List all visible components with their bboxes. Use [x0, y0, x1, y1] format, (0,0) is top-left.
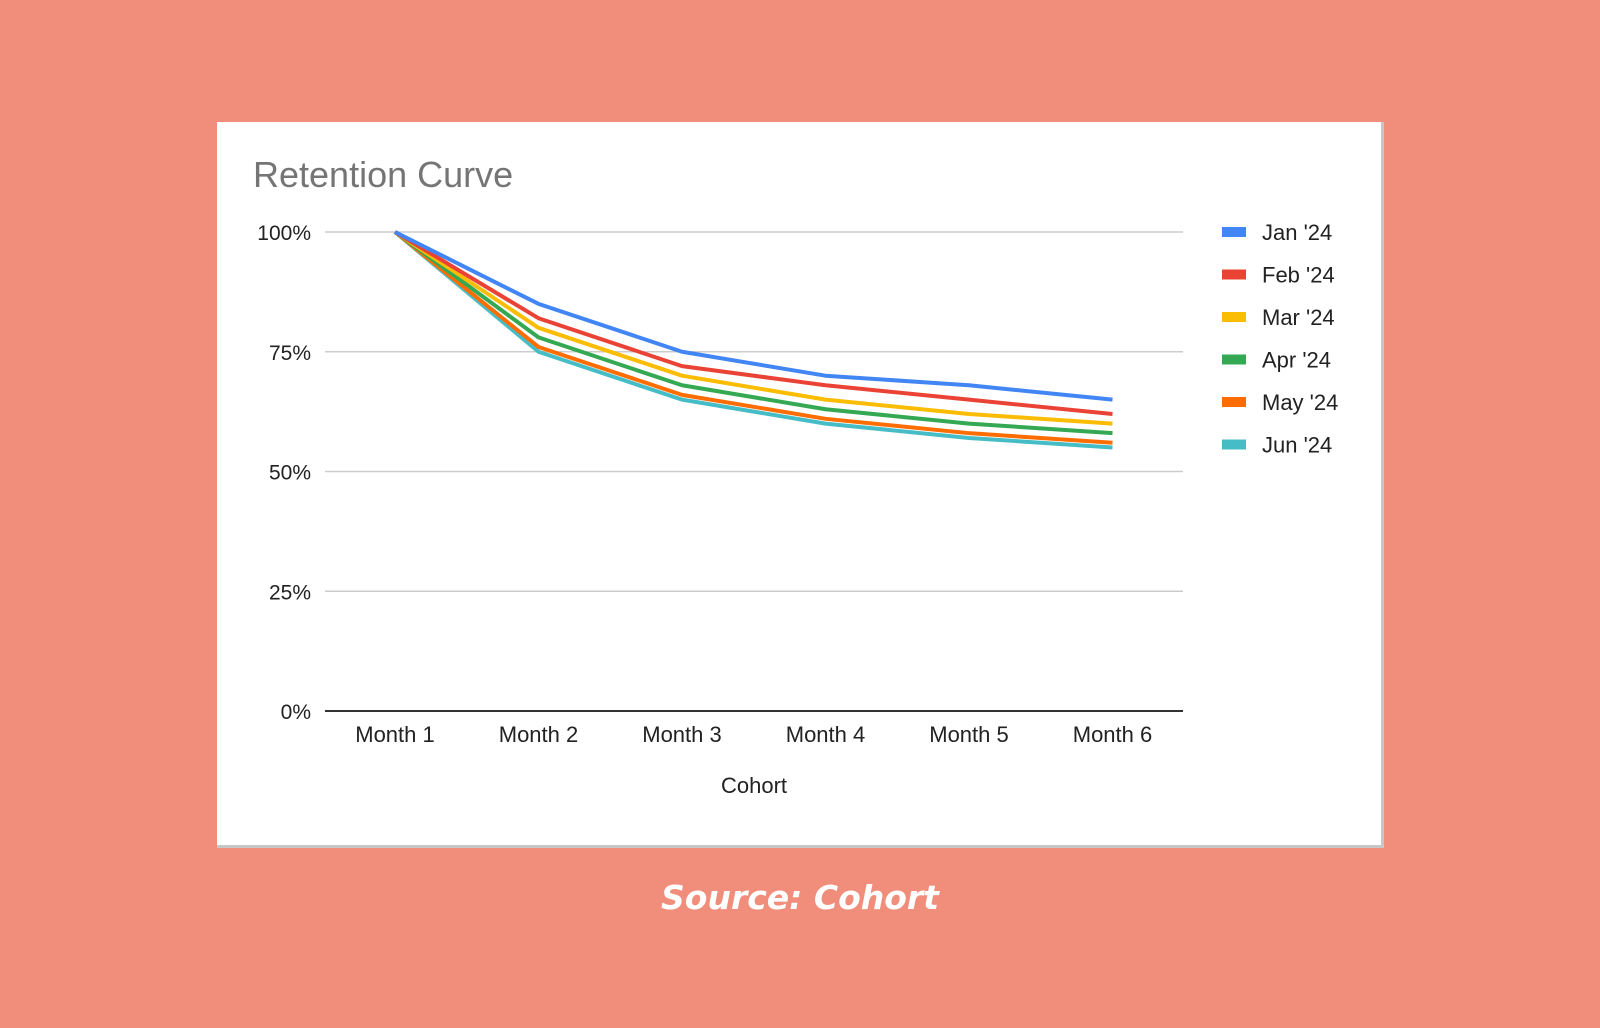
x-axis-label: Cohort [721, 773, 787, 798]
legend-swatch [1222, 227, 1246, 237]
legend-label: Jan '24 [1262, 220, 1332, 245]
x-tick-label: Month 2 [499, 722, 579, 747]
y-tick-label: 0% [281, 701, 311, 724]
x-tick-label: Month 3 [642, 722, 722, 747]
legend-swatch [1222, 439, 1246, 450]
chart-title: Retention Curve [253, 154, 513, 195]
legend-swatch [1222, 312, 1246, 322]
legend-label: Feb '24 [1262, 263, 1335, 288]
legend-swatch [1222, 269, 1246, 280]
legend-label: May '24 [1262, 390, 1338, 415]
series-line [393, 230, 1113, 450]
x-tick-label: Month 4 [786, 722, 866, 747]
series-line [393, 230, 1113, 417]
series-line [393, 230, 1113, 436]
series-line [394, 230, 1113, 402]
y-axis-ticks: 0% 25% 50% 75% 100% [257, 222, 311, 724]
legend: Jan '24 Feb '24 Mar '24 Apr '24 May '24 Jun '… [1222, 220, 1338, 458]
series-line [393, 230, 1113, 445]
legend-label: Mar '24 [1262, 305, 1335, 330]
series-lines [393, 230, 1113, 450]
y-tick-label: 75% [269, 342, 311, 365]
gridlines [325, 231, 1183, 712]
y-tick-label: 25% [269, 581, 311, 604]
x-tick-label: Month 5 [929, 722, 1009, 747]
legend-label: Apr '24 [1262, 348, 1331, 373]
legend-swatch [1222, 354, 1246, 365]
legend-swatch [1222, 397, 1246, 407]
x-axis-ticks: Month 1 Month 2 Month 3 Month 4 Month 5 Month… [355, 722, 1152, 747]
x-tick-label: Month 1 [355, 722, 435, 747]
x-tick-label: Month 6 [1073, 722, 1153, 747]
series-line [393, 230, 1113, 426]
y-tick-label: 50% [269, 462, 311, 485]
source-caption: Source: Cohort [661, 878, 939, 917]
legend-label: Jun '24 [1262, 433, 1332, 458]
y-tick-label: 100% [257, 222, 311, 245]
